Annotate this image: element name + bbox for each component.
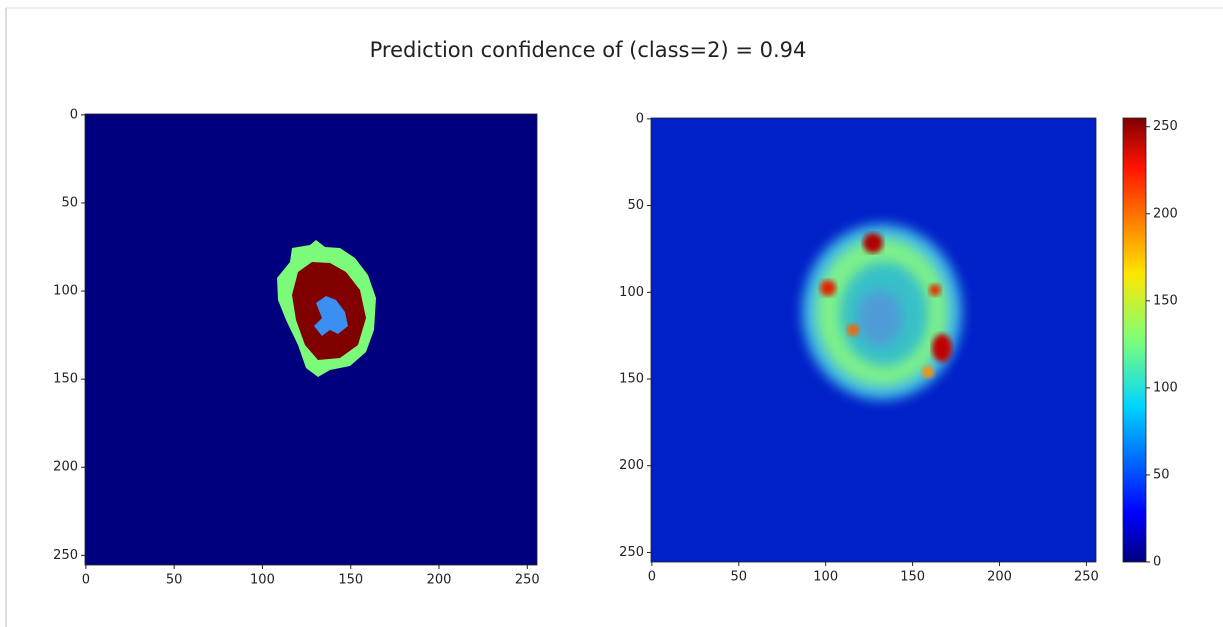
- axes-frame: [84, 113, 538, 566]
- image-left: [85, 114, 537, 565]
- y-tick-label: 200: [619, 458, 644, 473]
- y-tick-label: 0: [70, 107, 78, 122]
- colorbar-tick-label: 0: [1153, 555, 1161, 570]
- heat-spot: [929, 284, 941, 296]
- image-right: [651, 118, 1096, 562]
- x-tick-label: 50: [166, 573, 183, 588]
- x-tick-label: 100: [250, 573, 275, 588]
- axes-frame: [650, 117, 1097, 563]
- mask-region: [314, 296, 348, 336]
- x-tick-label: 250: [515, 573, 540, 588]
- x-tick-label: 100: [813, 570, 838, 585]
- heat-spot: [863, 233, 883, 253]
- colorbar: [1122, 117, 1147, 563]
- x-tick-label: 50: [731, 570, 748, 585]
- y-tick-label: 0: [636, 111, 644, 126]
- x-tick-label: 0: [648, 570, 656, 585]
- y-tick-label: 100: [619, 285, 644, 300]
- heat-spot: [847, 324, 859, 336]
- colorbar-tick-label: 100: [1153, 380, 1178, 395]
- y-tick-label: 100: [53, 284, 78, 299]
- y-tick-label: 150: [619, 372, 644, 387]
- x-tick-label: 200: [987, 570, 1012, 585]
- y-tick-label: 150: [53, 372, 78, 387]
- colorbar-tick-label: 150: [1153, 293, 1178, 308]
- figure-title: Prediction confidence of (class=2) = 0.9…: [370, 38, 807, 62]
- x-tick-label: 250: [1074, 570, 1099, 585]
- y-tick-label: 50: [627, 198, 644, 213]
- y-tick-label: 200: [53, 460, 78, 475]
- y-tick-label: 50: [61, 195, 78, 210]
- heat-spot: [922, 366, 934, 378]
- x-tick-label: 150: [338, 573, 363, 588]
- x-tick-label: 150: [900, 570, 925, 585]
- heat-region: [858, 290, 902, 346]
- colorbar-tick-label: 200: [1153, 206, 1178, 221]
- x-tick-label: 200: [427, 573, 452, 588]
- heat-spot: [820, 280, 836, 296]
- colorbar-tick-label: 50: [1153, 467, 1170, 482]
- heat-spot: [932, 334, 952, 362]
- y-tick-label: 250: [53, 548, 78, 563]
- colorbar-tick-label: 250: [1153, 119, 1178, 134]
- y-tick-label: 250: [619, 545, 644, 560]
- x-tick-label: 0: [82, 573, 90, 588]
